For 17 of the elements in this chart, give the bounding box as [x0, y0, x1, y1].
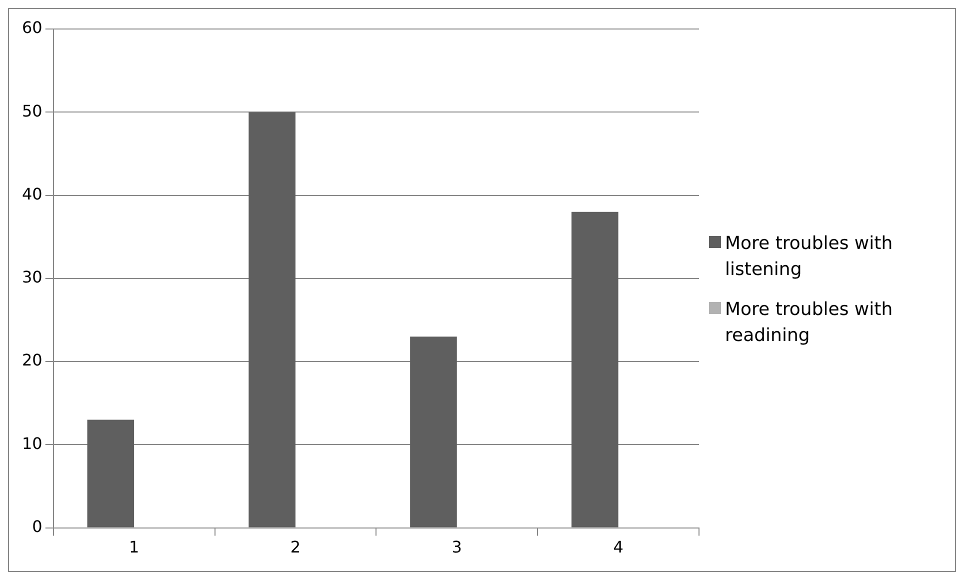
y-tick-label: 40	[22, 184, 42, 204]
y-tick-label: 30	[22, 268, 42, 287]
legend-label: More troubles with readining	[725, 298, 894, 348]
bar	[571, 212, 618, 528]
bar	[248, 112, 296, 528]
y-tick-label: 10	[22, 434, 42, 453]
y-tick-label: 60	[22, 18, 42, 38]
x-tick-label: 1	[128, 538, 140, 557]
legend-label: More troubles with listening	[725, 232, 894, 282]
bar	[87, 420, 134, 528]
x-tick-label: 2	[290, 538, 301, 557]
x-tick-label: 3	[452, 538, 462, 557]
x-tick-label: 4	[613, 538, 624, 557]
bar	[410, 336, 457, 528]
y-tick-label: 50	[22, 101, 42, 120]
y-tick-label: 0	[32, 516, 42, 536]
y-tick-label: 20	[22, 350, 42, 370]
